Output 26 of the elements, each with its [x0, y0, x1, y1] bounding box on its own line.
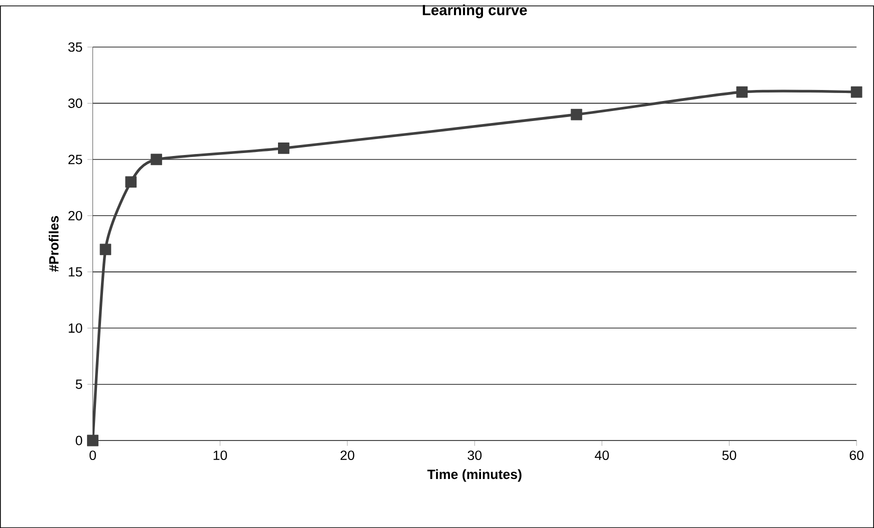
point	[570, 108, 582, 120]
x-axis-title: Time (minutes)	[427, 469, 522, 482]
x-tick-label: 40	[594, 450, 609, 460]
y-tick-label: 25	[68, 154, 82, 164]
y-tick-label: 0	[76, 436, 82, 446]
x-tick-label: 20	[340, 450, 354, 460]
x-tick-label: 50	[722, 450, 736, 460]
y-tick-label: 30	[68, 98, 82, 108]
point	[850, 86, 862, 98]
x-tick-label: 0	[90, 450, 96, 460]
y-tick-label: 10	[68, 323, 82, 333]
x-tick-label: 30	[468, 450, 482, 460]
point	[736, 86, 748, 98]
point	[100, 244, 112, 255]
point	[278, 142, 290, 154]
chart-title: Learning curve	[422, 4, 527, 18]
point	[87, 434, 98, 446]
y-tick-label: 35	[68, 42, 82, 52]
y-tick-label: 5	[76, 380, 82, 389]
point	[125, 176, 137, 188]
y-tick-label: 15	[68, 267, 82, 276]
x-tick-label: 10	[214, 450, 227, 460]
y-tick-label: 20	[68, 210, 82, 220]
point	[150, 154, 162, 166]
x-tick-label: 60	[850, 450, 864, 460]
y-axis-title: #Profiles	[48, 216, 59, 272]
